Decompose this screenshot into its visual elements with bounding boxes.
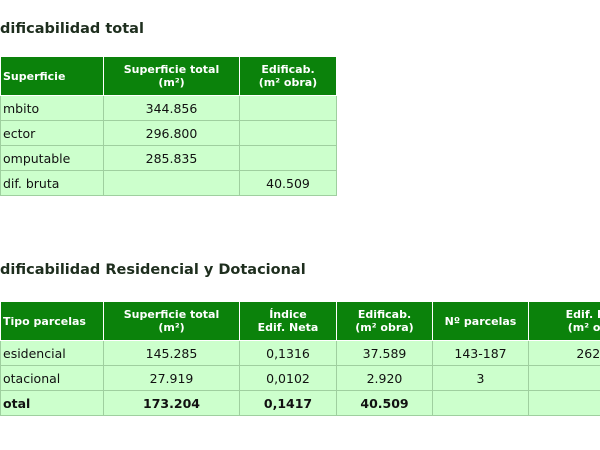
header-text: Superficie total <box>123 63 220 76</box>
table-cell <box>239 145 337 171</box>
table-row: ector 296.800 <box>0 120 337 146</box>
table-cell: 2.920 <box>336 365 433 391</box>
table-cell <box>239 95 337 121</box>
table-cell: 40.509 <box>239 170 337 196</box>
table-cell: 344.856 <box>103 95 240 121</box>
table-cell: 296.800 <box>103 120 240 146</box>
header-text: Tipo parcelas <box>3 314 86 328</box>
table-cell: ector <box>0 120 104 146</box>
table-row: omputable 285.835 <box>0 145 337 171</box>
header-cell: Tipo parcelas <box>0 301 104 341</box>
header-text: Superficie total <box>123 308 220 321</box>
table-cell: 285.835 <box>103 145 240 171</box>
table-cell: 143-187 <box>432 340 529 366</box>
table-row: mbito 344.856 <box>0 95 337 121</box>
header-cell: Edificab. (m² obra) <box>239 56 337 96</box>
header-cell: Índice Edif. Neta <box>239 301 337 341</box>
table-cell: dif. bruta <box>0 170 104 196</box>
table-cell: 262-2 <box>528 340 600 366</box>
header-row: Superficie Superficie total (m²) Edificab.(… <box>0 56 337 96</box>
table-cell <box>103 170 240 196</box>
table-row: dif. bruta 40.509 <box>0 170 337 196</box>
table-cell: otal <box>0 390 104 416</box>
table-cell: omputable <box>0 145 104 171</box>
table-cell: 27.919 <box>103 365 240 391</box>
table-cell: 3 <box>432 365 529 391</box>
header-text: (m² obra) <box>258 76 318 89</box>
table-cell: 37.589 <box>336 340 433 366</box>
table-cell: mbito <box>0 95 104 121</box>
table-cell <box>528 390 600 416</box>
header-cell: Superficie total (m²) <box>103 56 240 96</box>
header-text: Índice <box>269 308 307 321</box>
section-title: dificabilidad Residencial y Dotacional <box>0 262 306 278</box>
table-row: otal 173.204 0,1417 40.509 <box>0 390 600 416</box>
table-cell <box>239 120 337 146</box>
header-cell: Edif. Med(m² obra <box>528 301 600 341</box>
table-cell: 0,1417 <box>239 390 337 416</box>
header-cell: Edificab. (m² obra) <box>336 301 433 341</box>
table: Tipo parcelas Superficie total (m²) Índice E… <box>0 301 600 416</box>
table-cell: 0,1316 <box>239 340 337 366</box>
header-cell: Superficie total (m²) <box>103 301 240 341</box>
header-text: Edif. Neta <box>257 321 319 334</box>
header-cell: Nº parcelas <box>432 301 529 341</box>
header-text: Edificab. <box>261 63 315 76</box>
table-row: esidencial145.2850,131637.589143-187262-… <box>0 340 600 366</box>
header-text: Superficie <box>3 69 66 83</box>
table-cell <box>528 365 600 391</box>
header-text: (m² obra <box>567 321 600 334</box>
table-row: otacional 27.919 0,0102 2.920 3 <box>0 365 600 391</box>
table-cell: 40.509 <box>336 390 433 416</box>
header-text: (m²) <box>158 321 185 334</box>
header-text: Edif. Med <box>565 308 600 321</box>
header-text: (m²) <box>158 76 185 89</box>
header-text: (m² obra) <box>355 321 414 334</box>
table-cell: 0,0102 <box>239 365 337 391</box>
table: Superficie Superficie total (m²) Edificab.(… <box>0 56 337 196</box>
section-title: dificabilidad total <box>0 21 144 37</box>
table-cell: otacional <box>0 365 104 391</box>
table-cell: 173.204 <box>103 390 240 416</box>
table-cell <box>432 390 529 416</box>
table-cell: esidencial <box>0 340 104 366</box>
header-row: Tipo parcelas Superficie total (m²) Índice E… <box>0 301 600 341</box>
table-cell: 145.285 <box>103 340 240 366</box>
header-cell: Superficie <box>0 56 104 96</box>
header-text: Edificab. <box>357 308 412 321</box>
header-text: Nº parcelas <box>444 314 517 328</box>
